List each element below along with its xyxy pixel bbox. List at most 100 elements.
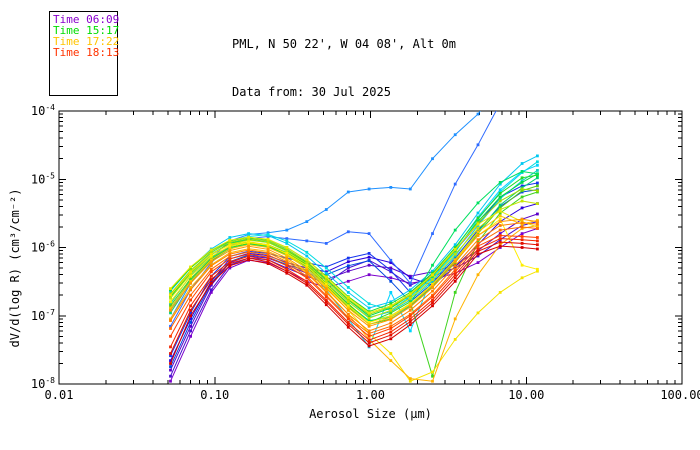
data-point-marker (453, 250, 457, 254)
data-point-marker (305, 283, 309, 287)
data-point-marker (389, 308, 393, 312)
data-point-marker (453, 252, 457, 256)
data-point-marker (285, 256, 289, 260)
data-point-marker (498, 217, 502, 221)
data-point-marker (228, 236, 232, 239)
data-point-marker (346, 297, 350, 301)
data-point-marker (367, 306, 371, 310)
data-point-marker (536, 184, 539, 188)
data-point-marker (305, 262, 309, 265)
data-point-marker (266, 251, 270, 255)
data-point-marker (367, 273, 371, 277)
data-point-marker (266, 262, 270, 265)
data-point-marker (209, 283, 213, 287)
data-point-marker (453, 338, 457, 341)
data-point-marker (367, 187, 371, 191)
data-point-marker (228, 255, 232, 258)
data-point-marker (285, 252, 289, 255)
data-point-marker (408, 292, 412, 296)
data-point-marker (247, 252, 250, 256)
data-point-marker (209, 267, 213, 271)
data-point-marker (367, 322, 371, 326)
data-point-marker (305, 254, 309, 258)
data-point-marker (346, 308, 350, 312)
data-point-marker (389, 311, 393, 315)
data-point-marker (189, 274, 192, 278)
data-point-marker (209, 258, 213, 262)
data-point-marker (408, 187, 412, 191)
data-point-marker (228, 266, 232, 270)
data-point-marker (324, 277, 328, 280)
data-point-marker (431, 279, 434, 283)
data-point-marker (476, 222, 480, 226)
data-point-marker (324, 300, 328, 304)
data-point-marker (408, 329, 412, 333)
data-point-marker (431, 276, 434, 280)
data-point-marker (389, 269, 393, 272)
data-point-marker (324, 287, 328, 290)
data-point-marker (209, 270, 213, 274)
data-point-marker (367, 338, 371, 342)
data-point-marker (266, 247, 270, 251)
y-tick-label-0: 10-8 (31, 376, 55, 391)
data-point-marker (498, 224, 502, 227)
data-point-marker (228, 238, 232, 242)
data-point-marker (453, 246, 457, 249)
data-point-marker (476, 234, 480, 237)
data-point-marker (324, 295, 328, 299)
data-point-marker (285, 242, 289, 245)
x-tick-label-3: 10.00 (508, 388, 544, 402)
data-point-marker (453, 243, 457, 247)
data-point-marker (228, 247, 232, 251)
data-point-marker (431, 293, 434, 297)
data-point-marker (408, 298, 412, 302)
data-point-marker (266, 233, 270, 236)
data-point-marker (453, 264, 457, 268)
data-point-marker (305, 279, 309, 283)
data-point-marker (389, 261, 393, 264)
data-point-marker (498, 192, 502, 195)
data-point-marker (536, 202, 539, 205)
data-point-marker (266, 253, 270, 257)
data-point-marker (346, 260, 350, 264)
data-point-marker (228, 260, 232, 264)
data-point-marker (520, 199, 524, 203)
data-point-marker (367, 255, 371, 259)
data-point-marker (346, 300, 350, 304)
data-point-marker (228, 240, 232, 244)
data-point-marker (453, 317, 457, 321)
data-point-marker (346, 296, 350, 299)
data-point-marker (189, 288, 192, 292)
data-point-marker (305, 264, 309, 268)
legend-item-3: Time 18:13 (53, 46, 120, 59)
data-point-marker (209, 252, 213, 256)
data-point-marker (367, 316, 371, 320)
data-point-marker (431, 232, 434, 235)
data-point-marker (498, 188, 502, 192)
data-point-marker (367, 332, 371, 335)
data-point-marker (266, 237, 270, 241)
data-point-marker (169, 296, 172, 300)
data-point-marker (389, 279, 393, 283)
data-point-marker (536, 236, 539, 239)
data-point-marker (285, 260, 289, 264)
data-point-marker (389, 304, 393, 308)
data-point-marker (324, 275, 328, 279)
data-point-marker (389, 318, 393, 321)
data-point-marker (324, 298, 328, 302)
data-point-marker (367, 232, 371, 235)
data-point-marker (367, 321, 371, 324)
data-point-marker (346, 322, 350, 326)
data-point-marker (209, 278, 213, 281)
data-point-marker (324, 208, 328, 211)
data-point-marker (209, 260, 213, 264)
data-point-marker (498, 234, 502, 237)
data-point-marker (476, 230, 480, 234)
data-point-marker (285, 239, 289, 243)
data-point-marker (285, 262, 289, 265)
data-point-marker (453, 254, 457, 258)
data-point-marker (169, 359, 172, 362)
data-point-marker (520, 162, 524, 165)
data-point-marker (247, 243, 250, 247)
data-point-marker (498, 182, 502, 186)
